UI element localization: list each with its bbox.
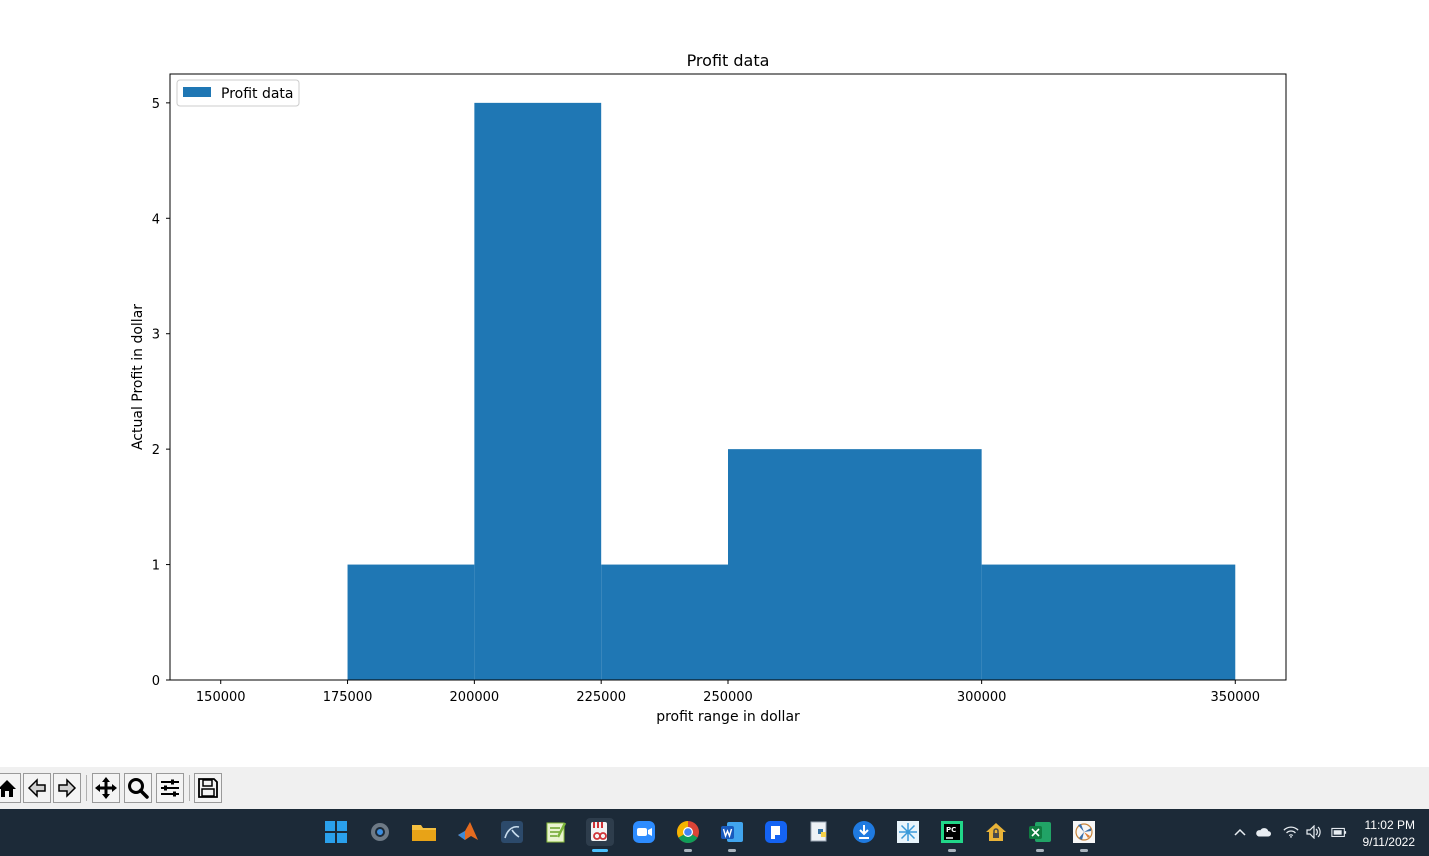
- x-tick-label: 300000: [957, 690, 1007, 705]
- legend-box: [176, 79, 300, 107]
- histogram-bar: [728, 449, 982, 680]
- toolbar-separator: [86, 775, 87, 801]
- y-tick-label: 3: [152, 328, 160, 343]
- histogram-bar: [601, 564, 728, 680]
- back-icon: [27, 778, 46, 798]
- y-tick-label: 4: [152, 212, 160, 227]
- clock[interactable]: 11:02 PM 9/11/2022: [1363, 817, 1416, 851]
- legend-label: Profit data: [221, 86, 294, 102]
- figure-window-taskbar-item[interactable]: [1070, 818, 1098, 852]
- taskbar: PC 11:02 PM 9/11/2022: [0, 809, 1429, 856]
- snowflake-taskbar-item[interactable]: [894, 818, 922, 846]
- vpn-taskbar-item[interactable]: [982, 818, 1010, 846]
- vpn-icon: [986, 823, 1006, 841]
- python-icon: [810, 821, 827, 842]
- matlab-icon: [458, 822, 478, 840]
- histogram-bar: [981, 564, 1236, 680]
- wifi-icon[interactable]: [1283, 825, 1299, 839]
- clock-time: 11:02 PM: [1364, 818, 1415, 832]
- volume-icon[interactable]: [1306, 825, 1322, 839]
- snipping-tool-taskbar-item[interactable]: [586, 818, 614, 852]
- running-indicator: [948, 849, 956, 852]
- zoom-app-icon: [633, 821, 655, 843]
- x-tick-label: 200000: [450, 690, 500, 705]
- app-taskbar-item[interactable]: [762, 818, 790, 846]
- start-button[interactable]: [322, 818, 350, 846]
- battery-icon[interactable]: [1331, 825, 1347, 839]
- x-tick-label: 175000: [323, 690, 373, 705]
- update-icon: [853, 821, 875, 843]
- zoom-icon: [128, 778, 149, 799]
- home-icon: [0, 780, 16, 797]
- legend-swatch: [183, 87, 211, 97]
- x-tick-label: 350000: [1210, 690, 1260, 705]
- configure-subplots-icon: [161, 779, 179, 797]
- notepad-plus-plus-icon: [546, 822, 567, 843]
- python-taskbar-item[interactable]: [806, 818, 834, 846]
- save-button[interactable]: [194, 773, 222, 803]
- x-tick-label: 225000: [576, 690, 626, 705]
- app-icon: [765, 821, 787, 843]
- matlab-taskbar-item[interactable]: [454, 818, 482, 846]
- x-axis-label: profit range in dollar: [656, 709, 800, 725]
- chart: Profit data 150000 175000 200000 225000 2500…: [130, 51, 1287, 725]
- mysql-workbench-icon: [501, 821, 523, 843]
- histogram-bar: [347, 564, 475, 680]
- x-tick-label: 150000: [196, 690, 246, 705]
- start-icon: [325, 821, 347, 843]
- y-axis-label: Actual Profit in dollar: [130, 304, 146, 450]
- active-indicator: [592, 849, 608, 852]
- running-indicator: [684, 849, 692, 852]
- y-tick-label: 0: [152, 674, 160, 689]
- legend: Profit data: [176, 79, 300, 107]
- excel-icon: [1029, 822, 1051, 842]
- chart-title: Profit data: [687, 51, 770, 70]
- zoom-button[interactable]: [124, 773, 152, 803]
- chrome-icon: [677, 821, 699, 843]
- home-button[interactable]: [0, 773, 21, 803]
- running-indicator: [1036, 849, 1044, 852]
- configure-subplots-button[interactable]: [156, 773, 184, 803]
- histogram-bar: [474, 102, 602, 681]
- chevron-up-icon[interactable]: [1232, 825, 1248, 839]
- word-taskbar-item[interactable]: [718, 818, 746, 852]
- x-tick-label: 250000: [703, 690, 753, 705]
- figure-window-icon: [1073, 821, 1095, 843]
- save-icon: [198, 778, 218, 798]
- settings-icon: [371, 823, 389, 841]
- snowflake-icon: [897, 821, 919, 843]
- forward-icon: [58, 778, 77, 798]
- pycharm-taskbar-item[interactable]: PC: [938, 818, 966, 852]
- chrome-taskbar-item[interactable]: [674, 818, 702, 852]
- notepad-plus-plus-taskbar-item[interactable]: [542, 818, 570, 846]
- y-tick-label: 5: [152, 97, 160, 112]
- file-explorer-icon: [412, 825, 436, 841]
- y-tick-label: 2: [152, 443, 160, 458]
- excel-taskbar-item[interactable]: [1026, 818, 1054, 852]
- update-taskbar-item[interactable]: [850, 818, 878, 846]
- svg-text:PC: PC: [946, 826, 956, 834]
- clock-date: 9/11/2022: [1362, 835, 1416, 849]
- pan-icon: [95, 777, 117, 799]
- running-indicator: [1080, 849, 1088, 852]
- running-indicator: [728, 849, 736, 852]
- zoom-app-taskbar-item[interactable]: [630, 818, 658, 846]
- snipping-tool-icon: [591, 822, 607, 841]
- pycharm-icon: PC: [941, 821, 963, 843]
- forward-button[interactable]: [53, 773, 81, 803]
- word-icon: [721, 822, 743, 842]
- pan-button[interactable]: [92, 773, 120, 803]
- y-tick-label: 1: [152, 559, 160, 574]
- toolbar-separator: [189, 775, 190, 801]
- file-explorer-taskbar-item[interactable]: [410, 818, 438, 846]
- figure-window: Profit data 150000 175000 200000 225000 2500…: [130, 51, 1287, 725]
- settings-taskbar-item[interactable]: [366, 818, 394, 846]
- mysql-workbench-taskbar-item[interactable]: [498, 818, 526, 846]
- back-button[interactable]: [23, 773, 51, 803]
- matplotlib-toolbar: [0, 767, 1429, 809]
- cloud-icon[interactable]: [1255, 825, 1271, 839]
